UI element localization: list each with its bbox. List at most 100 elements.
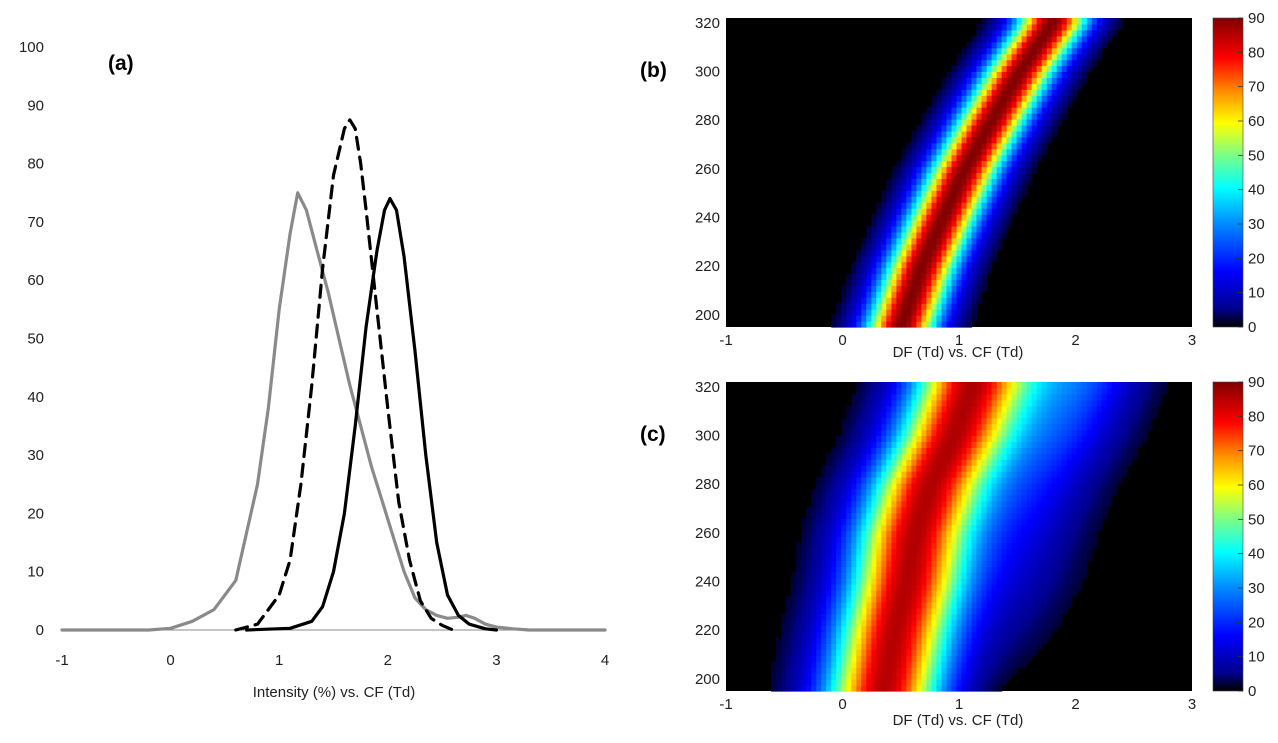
heatmap-cell <box>876 494 882 502</box>
heatmap-cell <box>936 172 943 179</box>
heatmap-cell <box>986 89 993 96</box>
heatmap-cell <box>796 643 802 650</box>
heatmap-cell <box>1051 89 1058 96</box>
heatmap-cell <box>841 667 847 674</box>
heatmap-cell <box>1106 29 1113 37</box>
heatmap-cell <box>951 500 958 508</box>
heatmap-cell <box>986 77 993 84</box>
heatmap-cell <box>951 279 958 286</box>
heatmap-cell <box>1011 435 1018 442</box>
heatmap-cell <box>876 524 882 532</box>
heatmap-cell <box>956 477 963 484</box>
heatmap-cell <box>971 566 978 573</box>
heatmap-cell <box>881 393 887 401</box>
heatmap-cell <box>986 196 993 203</box>
heatmap-cell <box>1006 18 1013 25</box>
heatmap-cell <box>876 506 882 514</box>
heatmap-cell <box>881 202 887 209</box>
heatmap-cell <box>771 667 777 674</box>
heatmap-cell <box>996 83 1003 90</box>
heatmap-cell <box>966 101 973 108</box>
heatmap-cell <box>901 649 907 656</box>
heatmap-cell <box>971 125 978 132</box>
heatmap-cell <box>886 625 892 633</box>
heatmap-cell <box>946 285 953 292</box>
heatmap-cell <box>856 249 862 257</box>
heatmap-cell <box>871 267 877 275</box>
heatmap-cell <box>936 405 943 413</box>
heatmap-cell <box>976 619 983 627</box>
heatmap-cell <box>961 309 968 316</box>
heatmap-cell <box>1126 382 1133 389</box>
colorbar-tick-label: 10 <box>1248 285 1265 302</box>
colorbar-tick-label: 60 <box>1248 113 1265 130</box>
heatmap-cell <box>951 631 958 639</box>
heatmap-cell <box>901 590 907 597</box>
heatmap-cell <box>991 125 998 132</box>
heatmap-cell <box>976 393 983 401</box>
heatmap-cell <box>881 530 887 538</box>
heatmap-cell <box>996 393 1003 401</box>
heatmap-cell <box>921 447 927 454</box>
heatmap-cell <box>956 536 963 543</box>
heatmap-cell <box>1006 459 1013 466</box>
heatmap-cell <box>821 655 827 662</box>
heatmap-cell <box>896 494 902 502</box>
heatmap-cell <box>921 435 927 442</box>
heatmap-cell <box>1006 619 1013 627</box>
heatmap-cell <box>946 160 953 168</box>
heatmap-cell <box>956 524 963 532</box>
heatmap-cell <box>981 447 988 454</box>
heatmap-cell <box>1111 382 1118 389</box>
heatmap-cell <box>1011 71 1018 78</box>
heatmap-cell <box>871 459 877 466</box>
heatmap-cell <box>1066 417 1073 425</box>
heatmap-cell <box>786 607 792 615</box>
heatmap-cell <box>906 273 912 280</box>
heatmap-cell <box>996 130 1003 138</box>
heatmap-cell <box>966 261 973 269</box>
heatmap-cell <box>1076 506 1083 514</box>
heatmap-cell <box>946 95 953 102</box>
heatmap-cell <box>856 494 862 502</box>
heatmap-cell <box>831 542 837 549</box>
heatmap-cell <box>906 148 912 156</box>
heatmap-cell <box>1081 405 1088 413</box>
heatmap-cell <box>821 578 827 585</box>
heatmap-cell <box>1091 542 1098 549</box>
heatmap-cell <box>831 607 837 615</box>
heatmap-cell <box>1096 411 1103 419</box>
heatmap-cell <box>996 405 1003 413</box>
heatmap-cell <box>961 285 968 292</box>
heatmap-cell <box>1031 530 1038 538</box>
heatmap-cell <box>801 584 807 591</box>
heatmap-cell <box>851 572 857 579</box>
heatmap-cell <box>1021 560 1028 567</box>
heatmap-cell <box>886 202 892 209</box>
heatmap-cell <box>911 471 917 478</box>
heatmap-cell <box>796 673 802 680</box>
heatmap-cell <box>951 208 958 215</box>
heatmap-cell <box>896 459 902 466</box>
heatmap-cell <box>851 459 857 466</box>
heatmap-cell <box>851 590 857 597</box>
heatmap-cell <box>876 471 882 478</box>
heatmap-cell <box>1136 411 1143 419</box>
heatmap-cell <box>941 321 948 328</box>
heatmap-cell <box>951 489 958 496</box>
heatmap-cell <box>1026 554 1033 561</box>
heatmap-cell <box>1051 613 1058 621</box>
heatmap-cell <box>951 578 958 585</box>
heatmap-cell <box>961 625 968 633</box>
heatmap-cell <box>891 237 897 245</box>
heatmap-cell <box>881 512 887 520</box>
heatmap-cell <box>931 661 937 668</box>
heatmap-cell <box>916 291 922 298</box>
heatmap-cell <box>871 512 877 520</box>
heatmap-cell <box>811 548 817 555</box>
heatmap-cell <box>966 190 973 197</box>
heatmap-cell <box>926 530 932 538</box>
heatmap-cell <box>1146 417 1153 425</box>
heatmap-cell <box>1036 584 1043 591</box>
heatmap-cell <box>946 500 953 508</box>
